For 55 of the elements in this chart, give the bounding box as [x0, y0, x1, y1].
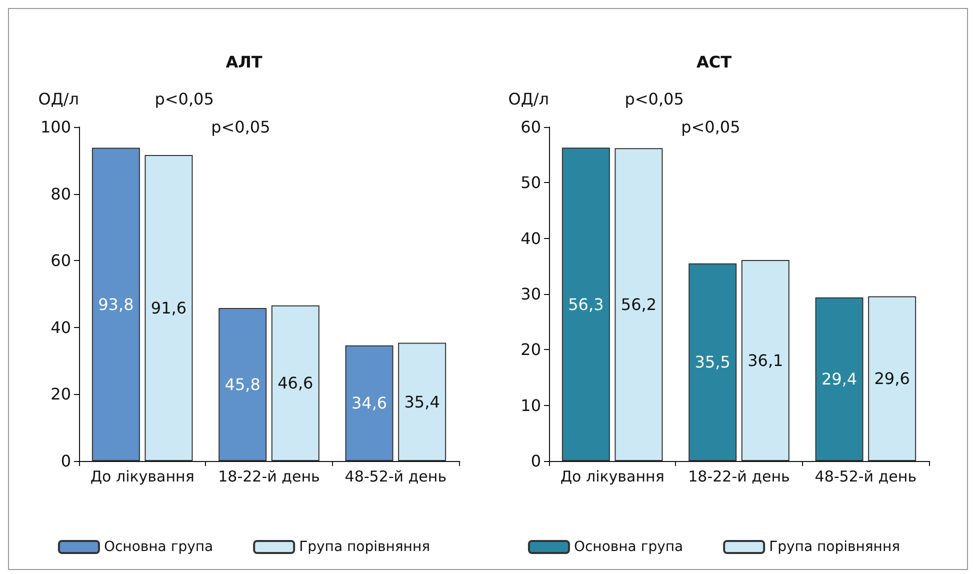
x-tick-label: До лікування — [560, 468, 664, 486]
chart-title: АЛТ — [226, 52, 262, 72]
bar — [218, 308, 267, 461]
bar — [688, 263, 737, 461]
y-tick-label: 40 — [520, 228, 541, 248]
y-tick-label: 20 — [50, 384, 71, 404]
y-tick-label: 100 — [40, 118, 71, 136]
data-label: 93,8 — [98, 294, 134, 314]
y-tick-label: 50 — [520, 173, 541, 192]
x-tick-label: 18-22-й день — [218, 468, 320, 486]
bar — [271, 305, 320, 461]
chart-title: АСТ — [696, 52, 732, 72]
annotation: p<0,05 — [681, 118, 740, 136]
y-tick-label: 0 — [530, 452, 541, 470]
data-label: 46,6 — [278, 374, 314, 393]
data-label: 35,5 — [694, 352, 730, 372]
y-tick-label: 10 — [520, 396, 541, 415]
x-tick-label: 18-22-й день — [688, 468, 790, 486]
data-label: 29,6 — [874, 369, 910, 388]
annotation: p<0,05 — [211, 118, 270, 136]
bar — [741, 260, 790, 461]
y-tick-label: 60 — [520, 118, 541, 136]
data-label: 36,1 — [748, 351, 784, 370]
data-label: 34,6 — [351, 394, 388, 413]
y-tick-label: 20 — [520, 340, 541, 360]
x-tick-label: 48-52-й день — [814, 468, 917, 486]
legend-label: Основна група — [104, 539, 214, 555]
x-tick-label: До лікування — [90, 468, 194, 486]
y-tick-label: 80 — [50, 184, 71, 204]
bar — [398, 342, 446, 461]
y-tick-label: 30 — [520, 284, 541, 304]
data-label: 91,6 — [150, 298, 187, 318]
bar — [815, 297, 864, 461]
bar — [614, 148, 663, 461]
legend-label: Основна група — [574, 539, 684, 555]
data-label: 56,3 — [568, 294, 604, 314]
y-tick-label: 0 — [60, 452, 71, 470]
y-tick-label: 40 — [50, 318, 71, 337]
text: p<0,05 — [154, 90, 214, 108]
text: p<0,05 — [624, 90, 684, 108]
legend-label: Група порівняння — [299, 539, 430, 555]
data-label: 56,2 — [620, 295, 657, 314]
bar — [345, 345, 394, 461]
bar — [92, 148, 140, 461]
y-axis-title: ОД/л — [38, 90, 79, 108]
legend-label: Група порівняння — [769, 539, 900, 555]
data-label: 45,8 — [224, 375, 260, 394]
bar — [144, 155, 193, 461]
data-label: 29,4 — [821, 370, 858, 389]
y-axis-title: ОД/л — [508, 90, 549, 108]
x-tick-label: 48-52-й день — [344, 468, 447, 486]
data-label: 35,4 — [404, 392, 440, 412]
bar — [868, 296, 916, 461]
bar — [562, 148, 610, 461]
y-tick-label: 60 — [50, 251, 71, 270]
